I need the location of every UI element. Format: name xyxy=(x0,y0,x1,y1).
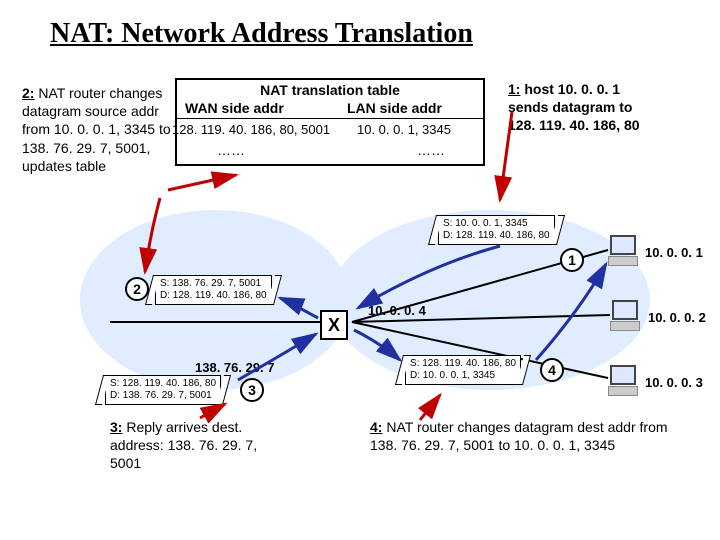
nat-table: NAT translation table WAN side addr LAN … xyxy=(175,78,485,166)
host-3 xyxy=(610,365,638,396)
annot-step1-label: 1: xyxy=(508,81,520,97)
packet-4-s: S: 128. 119. 40. 186, 80 xyxy=(410,358,516,370)
packet-1-d: D: 128. 119. 40. 186, 80 xyxy=(443,230,550,242)
annot-step2: 2: NAT router changes datagram source ad… xyxy=(22,84,182,175)
annot-step3: 3: Reply arrives dest. address: 138. 76.… xyxy=(110,418,290,473)
host-1-ip: 10. 0. 0. 1 xyxy=(645,245,703,260)
nat-table-header-wan: WAN side addr xyxy=(185,100,284,116)
step-circle-3: 3 xyxy=(240,378,264,402)
annot-step1: 1: host 10. 0. 0. 1 sends datagram to 12… xyxy=(508,80,708,135)
annot-step1-a: host 10. 0. 0. 1 xyxy=(524,81,620,97)
annot-step3-text: Reply arrives dest. address: 138. 76. 29… xyxy=(110,419,257,471)
packet-3: S: 128. 119. 40. 186, 80 D: 138. 76. 29.… xyxy=(105,375,221,405)
annot-step4: 4: NAT router changes datagram dest addr… xyxy=(370,418,690,454)
packet-2-d: D: 128. 119. 40. 186, 80 xyxy=(160,290,267,302)
step-circle-2: 2 xyxy=(125,277,149,301)
annot-step2-text: NAT router changes datagram source addr … xyxy=(22,85,171,174)
annot-step4-text: NAT router changes datagram dest addr fr… xyxy=(370,419,668,453)
annot-step2-label: 2: xyxy=(22,85,34,101)
page-title: NAT: Network Address Translation xyxy=(50,18,473,50)
nat-table-cell-wan-0: 128. 119. 40. 186, 80, 5001 xyxy=(172,122,330,137)
annot-step1-c: 128. 119. 40. 186, 80 xyxy=(508,117,640,133)
packet-1: S: 10. 0. 0. 1, 3345 D: 128. 119. 40. 18… xyxy=(438,215,555,245)
step-circle-4: 4 xyxy=(540,358,564,382)
packet-3-s: S: 128. 119. 40. 186, 80 xyxy=(110,378,216,390)
packet-2-s: S: 138. 76. 29. 7, 5001 xyxy=(160,278,267,290)
packet-4-d: D: 10. 0. 0. 1, 3345 xyxy=(410,370,516,382)
nat-table-cell-lan-1: …… xyxy=(417,142,445,158)
packet-3-d: D: 138. 76. 29. 7, 5001 xyxy=(110,390,216,402)
packet-1-s: S: 10. 0. 0. 1, 3345 xyxy=(443,218,550,230)
router-inside-ip: 10. 0. 0. 4 xyxy=(368,303,426,318)
host-1 xyxy=(610,235,638,266)
host-2 xyxy=(612,300,640,331)
nat-table-header-lan: LAN side addr xyxy=(347,100,442,116)
router-icon: X xyxy=(320,310,348,340)
nat-table-cell-lan-0: 10. 0. 0. 1, 3345 xyxy=(357,122,451,137)
packet-4: S: 128. 119. 40. 186, 80 D: 10. 0. 0. 1,… xyxy=(405,355,521,385)
annot-step4-label: 4: xyxy=(370,419,382,435)
annot-step1-b: sends datagram to xyxy=(508,99,632,115)
router-outside-ip: 138. 76. 29. 7 xyxy=(195,360,275,375)
nat-table-title: NAT translation table xyxy=(177,82,483,98)
host-3-ip: 10. 0. 0. 3 xyxy=(645,375,703,390)
packet-2: S: 138. 76. 29. 7, 5001 D: 128. 119. 40.… xyxy=(155,275,272,305)
nat-table-cell-wan-1: …… xyxy=(217,142,245,158)
host-2-ip: 10. 0. 0. 2 xyxy=(648,310,706,325)
annot-step3-label: 3: xyxy=(110,419,122,435)
step-circle-1: 1 xyxy=(560,248,584,272)
